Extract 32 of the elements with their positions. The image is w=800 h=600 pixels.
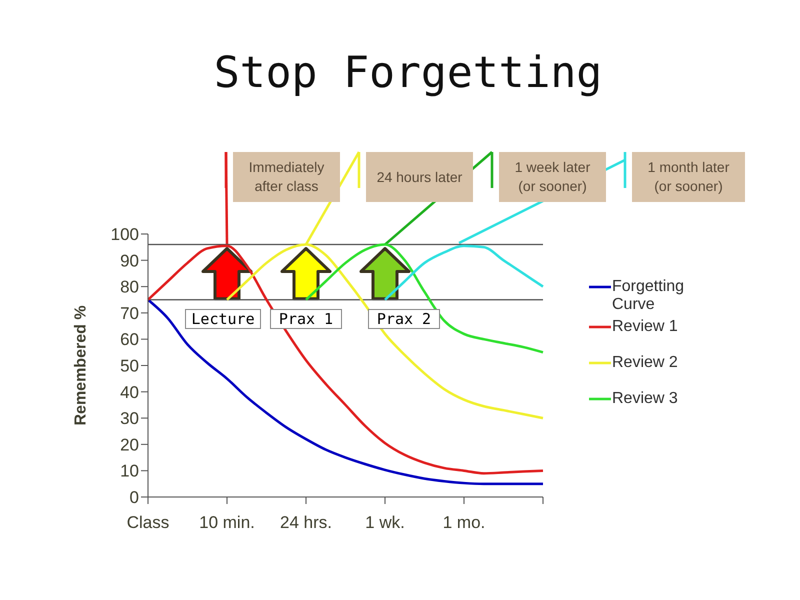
y-tick-label: 100 [110,225,139,244]
y-tick-label: 50 [120,356,139,376]
text: 1 week later (or sooner) [514,158,592,196]
y-tick-label: 30 [120,409,139,428]
text: 24 hours later [376,168,462,186]
x-tick-label: Class [126,513,170,532]
line-series [146,244,544,475]
y-tick-label: 0 [130,488,139,508]
annotation: Lecture [185,308,261,329]
y-tick-label: 70 [120,304,139,323]
chart-title: Stop Forgetting [212,48,604,98]
y-tick-label: 90 [120,251,139,270]
legend-label: Forgetting Curve [612,278,686,314]
legend-label: Review 3 [612,390,678,408]
x-tick-label: 1 mo. [442,513,486,532]
y-axis-title: Remembered % [72,305,90,426]
y-tick-label: 40 [120,382,139,402]
annotation: Prax 1 [270,308,342,329]
legend-label: Review 2 [612,354,678,372]
y-tick-label: 20 [120,435,139,454]
x-tick-label: 24 hrs. [280,513,332,532]
x-tick-label: 1 wk. [365,513,405,532]
legend-label: Review 1 [612,318,678,336]
x-tick-label: 10 min. [199,513,255,532]
y-tick-label: 10 [120,462,139,481]
y-tick-label: 80 [120,278,139,297]
y-tick-label: 60 [120,330,139,350]
line-series [384,244,544,301]
line-series [146,298,544,486]
text: Immediately after class [248,158,326,196]
text: 1 month later (or sooner) [646,158,730,196]
annotation: Prax 2 [368,308,440,329]
